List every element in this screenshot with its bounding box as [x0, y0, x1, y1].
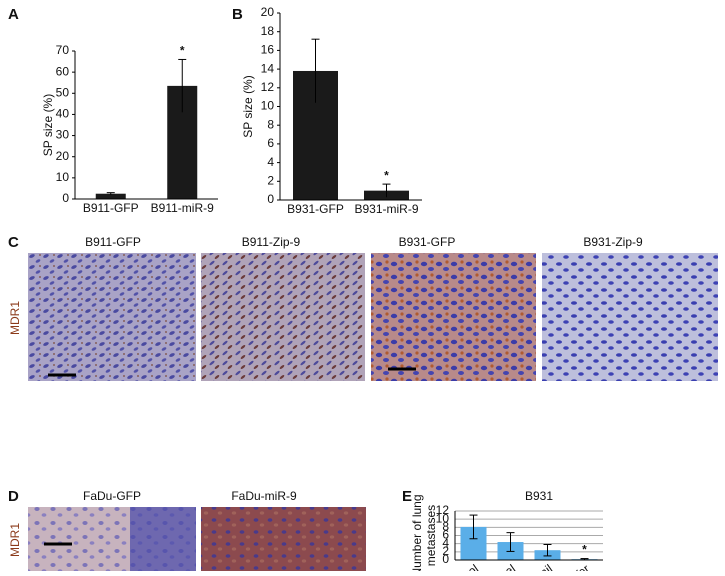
y-tick-label: 4: [267, 155, 274, 169]
micrograph: [371, 253, 536, 381]
y-tick-label: 20: [261, 5, 275, 19]
y-tick-label: 10: [436, 511, 450, 525]
y-tick-label: 6: [267, 136, 274, 150]
micrograph-region: [130, 507, 196, 571]
x-tick-label: B931-GFP: [287, 202, 344, 216]
panel-label: E: [402, 488, 412, 505]
y-tick-label: 2: [442, 544, 449, 558]
bar: [95, 193, 126, 199]
y-tick-label: 12: [436, 503, 450, 517]
micrograph: [28, 253, 196, 381]
y-axis-label: SP size (%): [241, 75, 255, 137]
panel-label: D: [8, 488, 19, 505]
y-tick-label: 14: [261, 61, 275, 75]
x-tick-label: B931-miR-9: [354, 202, 418, 216]
y-tick-label: 50: [56, 85, 70, 99]
image-label: FaDu-miR-9: [231, 489, 297, 503]
image-label: B911-GFP: [85, 235, 141, 249]
y-tick-label: 40: [56, 107, 70, 121]
micrograph: [542, 253, 718, 381]
significance-marker: *: [582, 543, 587, 557]
y-tick-label: 0: [62, 191, 69, 205]
significance-marker: *: [180, 44, 185, 58]
stain-label: MDR1: [8, 523, 22, 557]
y-axis-label: SP size (%): [41, 94, 55, 156]
y-axis-label: metastases: [424, 505, 438, 566]
y-tick-label: 8: [442, 520, 449, 534]
y-tick-label: 30: [56, 128, 70, 142]
y-tick-label: 10: [261, 99, 275, 113]
significance-marker: *: [384, 168, 389, 182]
panel-label: A: [8, 6, 19, 23]
x-tick-label: B911-GFP: [83, 201, 139, 215]
y-tick-label: 60: [56, 64, 70, 78]
y-tick-label: 6: [442, 528, 449, 542]
micrograph: [201, 507, 366, 571]
y-axis-label: Number of lung: [410, 494, 424, 571]
image-label: B911-Zip-9: [242, 235, 301, 249]
micrographs: [28, 253, 718, 571]
y-tick-label: 16: [261, 43, 275, 57]
panel-label: B: [232, 6, 243, 23]
y-tick-label: 0: [267, 192, 274, 206]
chart-title: B931: [525, 489, 553, 503]
y-tick-label: 4: [442, 536, 449, 550]
image-label: B931-GFP: [399, 235, 456, 249]
image-label: B931-Zip-9: [583, 235, 643, 249]
x-tick-label: B911-miR-9: [151, 201, 214, 215]
y-tick-label: 10: [56, 170, 70, 184]
y-tick-label: 8: [267, 117, 274, 131]
y-tick-label: 18: [261, 24, 275, 38]
y-tick-label: 70: [56, 43, 70, 57]
y-tick-label: 2: [267, 173, 274, 187]
image-label: FaDu-GFP: [83, 489, 141, 503]
y-tick-label: 0: [442, 552, 449, 566]
y-tick-label: 12: [261, 80, 275, 94]
micrograph: [201, 253, 365, 381]
panel-label: C: [8, 234, 19, 251]
y-tick-label: 20: [56, 149, 70, 163]
stain-label: MDR1: [8, 301, 22, 335]
